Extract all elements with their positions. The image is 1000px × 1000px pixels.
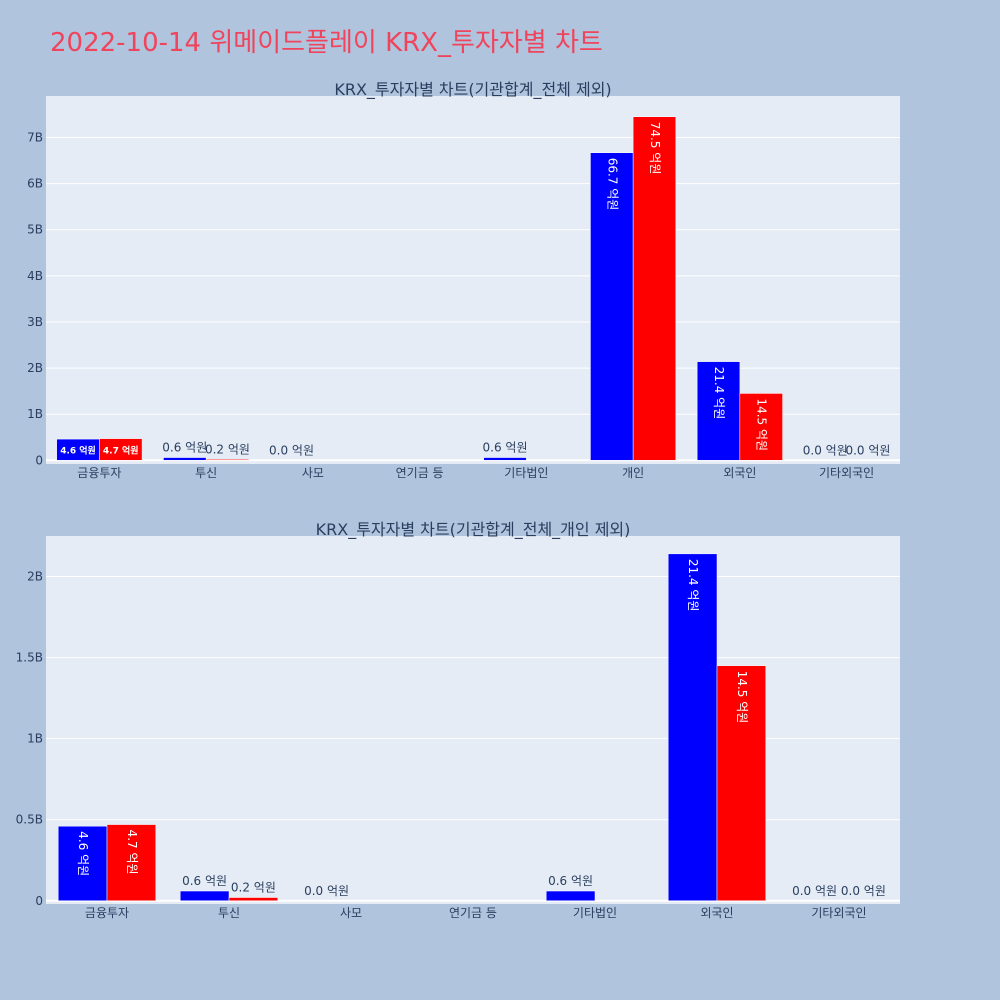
y-tick-label: 1B — [27, 407, 43, 421]
y-tick-label: 1B — [27, 732, 43, 746]
data-label: 4.7 억원 — [103, 444, 139, 456]
data-label: 0.0 억원 — [845, 443, 890, 457]
data-label: 4.6 억원 — [76, 831, 90, 876]
plot-area — [46, 536, 900, 904]
data-label: 0.6 억원 — [548, 874, 593, 888]
data-label: 74.5 억원 — [648, 122, 662, 175]
data-label: 0.0 억원 — [269, 443, 314, 457]
bar-red — [228, 897, 279, 902]
y-tick-label: 2B — [27, 361, 43, 375]
chart-2: 0 0.5B 1B 1.5B 2B KRX_투자자별 차트(기관합계_전체_개인 제외) 금… — [16, 520, 900, 920]
y-tick-label: 5B — [27, 223, 43, 237]
y-tick-label: 6B — [27, 177, 43, 191]
x-tick-label: 외국인 — [700, 906, 733, 920]
chart-title: KRX_투자자별 차트(기관합계_전체 제외) — [334, 80, 611, 100]
bar-blue — [57, 825, 108, 902]
x-tick-label: 기타법인 — [504, 466, 548, 480]
y-tick-label: 4B — [27, 269, 43, 283]
x-tick-label: 금융투자 — [85, 906, 129, 920]
bar-red — [106, 824, 157, 902]
y-tick-label: 0 — [35, 453, 43, 467]
bar-red — [739, 393, 783, 461]
bar-red — [716, 665, 767, 902]
bar-red — [99, 438, 143, 461]
data-label: 0.6 억원 — [483, 441, 528, 455]
y-tick-label: 0 — [35, 894, 43, 908]
bar-blue — [163, 457, 207, 461]
bar-red — [632, 116, 677, 461]
bar-blue — [696, 361, 741, 461]
bar-blue — [483, 457, 527, 461]
x-tick-label: 연기금 등 — [449, 906, 497, 920]
chart-1: 0 1B 2B 3B 4B 5B 6B 7B KRX_투자자별 차트(기관합계_전체 제외) 금융… — [27, 80, 900, 480]
data-label: 0.6 억원 — [182, 874, 227, 888]
data-label: 0.2 억원 — [231, 881, 276, 895]
chart-title: KRX_투자자별 차트(기관합계_전체_개인 제외) — [316, 520, 631, 540]
data-label: 14.5 억원 — [735, 671, 749, 724]
x-tick-label: 기타외국인 — [811, 906, 866, 920]
y-tick-label: 3B — [27, 315, 43, 329]
y-tick-label: 0.5B — [16, 813, 43, 827]
x-tick-label: 기타외국인 — [819, 466, 874, 480]
x-tick-label: 투신 — [218, 906, 240, 920]
bar-blue — [667, 553, 718, 902]
data-label: 14.5 억원 — [755, 398, 769, 451]
x-tick-label: 외국인 — [723, 466, 756, 480]
data-label: 4.6 억원 — [60, 445, 96, 457]
x-tick-label: 금융투자 — [77, 466, 121, 480]
bar-blue — [545, 890, 596, 902]
x-tick-label: 사모 — [340, 906, 362, 920]
data-label: 21.4 억원 — [712, 367, 726, 420]
data-label: 4.7 억원 — [125, 830, 139, 875]
page-title: 2022-10-14 위메이드플레이 KRX_투자자별 차트 — [50, 28, 603, 58]
x-tick-label: 사모 — [302, 466, 324, 480]
y-tick-label: 2B — [27, 570, 43, 584]
data-label: 66.7 억원 — [605, 158, 619, 211]
data-label: 0.0 억원 — [304, 884, 349, 898]
x-tick-label: 개인 — [622, 466, 644, 480]
bar-red — [205, 459, 250, 461]
bar-blue — [179, 890, 230, 902]
x-tick-label: 기타법인 — [573, 906, 617, 920]
x-tick-label: 투신 — [195, 466, 217, 480]
data-label: 0.2 억원 — [205, 442, 250, 456]
y-tick-label: 7B — [27, 131, 43, 145]
bar-blue — [590, 152, 634, 461]
data-label: 0.6 억원 — [162, 441, 207, 455]
data-label: 0.0 억원 — [803, 443, 848, 457]
data-label: 0.0 억원 — [792, 884, 837, 898]
data-label: 21.4 억원 — [686, 559, 700, 612]
y-tick-label: 1.5B — [16, 651, 43, 665]
x-tick-label: 연기금 등 — [396, 466, 444, 480]
data-label: 0.0 억원 — [841, 884, 886, 898]
